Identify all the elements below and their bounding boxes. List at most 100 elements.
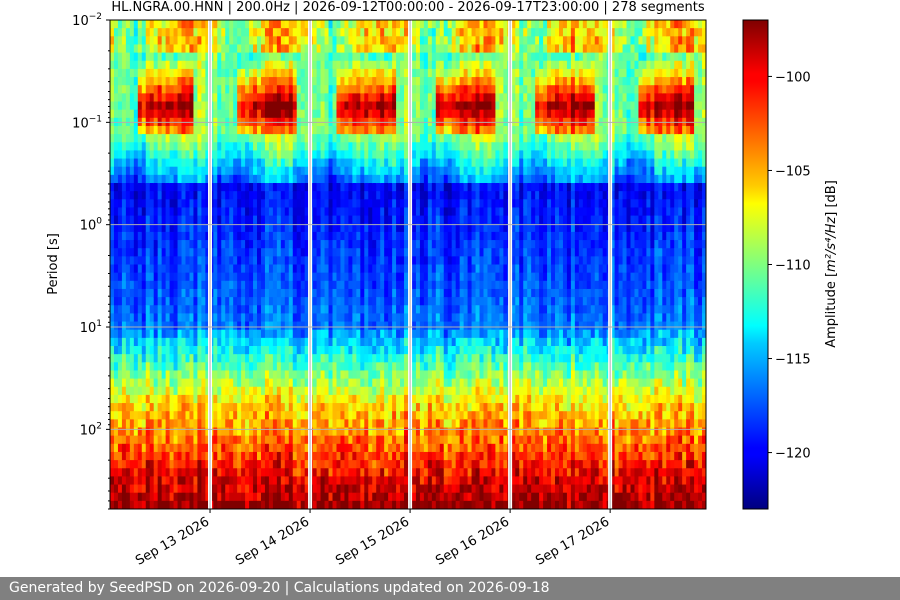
heatmap-cell: [431, 174, 437, 184]
heatmap-cell: [316, 125, 322, 135]
heatmap-cell: [336, 166, 342, 176]
heatmap-cell: [368, 288, 373, 298]
heatmap-cell: [376, 337, 381, 347]
heatmap-cell: [300, 329, 306, 339]
heatmap-cell: [253, 68, 258, 78]
heatmap-cell: [189, 451, 195, 461]
heatmap-cell: [388, 77, 393, 86]
heatmap-cell: [249, 150, 254, 160]
heatmap-cell: [197, 346, 202, 355]
heatmap-cell: [352, 500, 357, 509]
heatmap-cell: [276, 44, 282, 54]
heatmap-cell: [388, 451, 393, 461]
heatmap-cell: [348, 280, 353, 290]
heatmap-cell: [324, 362, 330, 372]
heatmap-cell: [173, 346, 179, 355]
heatmap-cell: [352, 484, 357, 494]
heatmap-cell: [189, 215, 195, 225]
heatmap-cell: [396, 85, 401, 94]
heatmap-cell: [113, 403, 119, 412]
heatmap-cell: [197, 264, 202, 274]
heatmap-cell: [272, 134, 278, 143]
heatmap-cell: [165, 443, 171, 453]
heatmap-cell: [372, 215, 377, 225]
heatmap-cell: [149, 150, 155, 160]
heatmap-cell: [435, 85, 441, 94]
heatmap-cell: [225, 305, 230, 314]
heatmap-cell: [388, 484, 393, 494]
heatmap-cell: [360, 500, 365, 509]
heatmap-cell: [411, 280, 417, 290]
heatmap-cell: [419, 321, 425, 331]
heatmap-cell: [340, 166, 346, 176]
heatmap-cell: [336, 60, 342, 70]
heatmap-cell: [157, 297, 163, 306]
heatmap-cell: [181, 256, 187, 266]
heatmap-cell: [153, 460, 159, 469]
heatmap-cell: [129, 394, 135, 404]
heatmap-cell: [312, 150, 318, 160]
heatmap-cell: [312, 484, 318, 494]
heatmap-cell: [328, 443, 334, 453]
heatmap-cell: [292, 183, 298, 192]
heatmap-cell: [364, 77, 369, 86]
heatmap-cell: [280, 223, 286, 233]
heatmap-cell: [189, 85, 195, 94]
heatmap-cell: [217, 85, 222, 94]
heatmap-cell: [193, 256, 199, 266]
heatmap-cell: [110, 77, 115, 86]
heatmap-cell: [384, 231, 389, 241]
heatmap-cell: [185, 174, 191, 184]
heatmap-cell: [205, 305, 210, 314]
heatmap-cell: [213, 280, 218, 290]
heatmap-cell: [344, 492, 349, 502]
heatmap-cell: [201, 419, 206, 429]
heatmap-cell: [137, 288, 143, 298]
heatmap-cell: [320, 158, 326, 168]
heatmap-cell: [221, 215, 226, 225]
heatmap-cell: [300, 313, 306, 323]
heatmap-cell: [137, 305, 143, 314]
heatmap-cell: [435, 419, 441, 429]
heatmap-cell: [376, 378, 381, 388]
heatmap-cell: [149, 394, 155, 404]
heatmap-cell: [257, 346, 262, 355]
heatmap-cell: [185, 36, 191, 46]
heatmap-cell: [304, 36, 310, 46]
heatmap-cell: [257, 20, 262, 29]
heatmap-cell: [169, 248, 175, 257]
heatmap-cell: [177, 240, 183, 249]
heatmap-cell: [241, 264, 246, 274]
heatmap-cell: [348, 215, 353, 225]
heatmap-cell: [419, 223, 425, 233]
heatmap-cell: [241, 256, 246, 266]
heatmap-cell: [404, 85, 409, 94]
heatmap-cell: [336, 36, 342, 46]
heatmap-cell: [320, 264, 326, 274]
heatmap-cell: [125, 199, 131, 209]
heatmap-cell: [364, 36, 369, 46]
heatmap-cell: [372, 174, 377, 184]
heatmap-cell: [312, 394, 318, 404]
heatmap-cell: [332, 484, 338, 494]
heatmap-cell: [121, 305, 127, 314]
heatmap-cell: [300, 443, 306, 453]
heatmap-cell: [419, 337, 425, 347]
heatmap-cell: [372, 166, 377, 176]
heatmap-cell: [173, 264, 179, 274]
heatmap-cell: [193, 158, 199, 168]
heatmap-cell: [153, 28, 159, 37]
heatmap-cell: [189, 443, 195, 453]
heatmap-cell: [296, 427, 302, 437]
heatmap-cell: [221, 20, 226, 29]
heatmap-cell: [129, 174, 135, 184]
heatmap-cell: [392, 223, 397, 233]
heatmap-cell: [197, 370, 202, 380]
heatmap-cell: [320, 354, 326, 363]
heatmap-cell: [400, 36, 405, 46]
heatmap-cell: [316, 346, 322, 355]
heatmap-cell: [165, 378, 171, 388]
heatmap-cell: [364, 68, 369, 78]
heatmap-cell: [193, 68, 199, 78]
heatmap-cell: [292, 142, 298, 151]
